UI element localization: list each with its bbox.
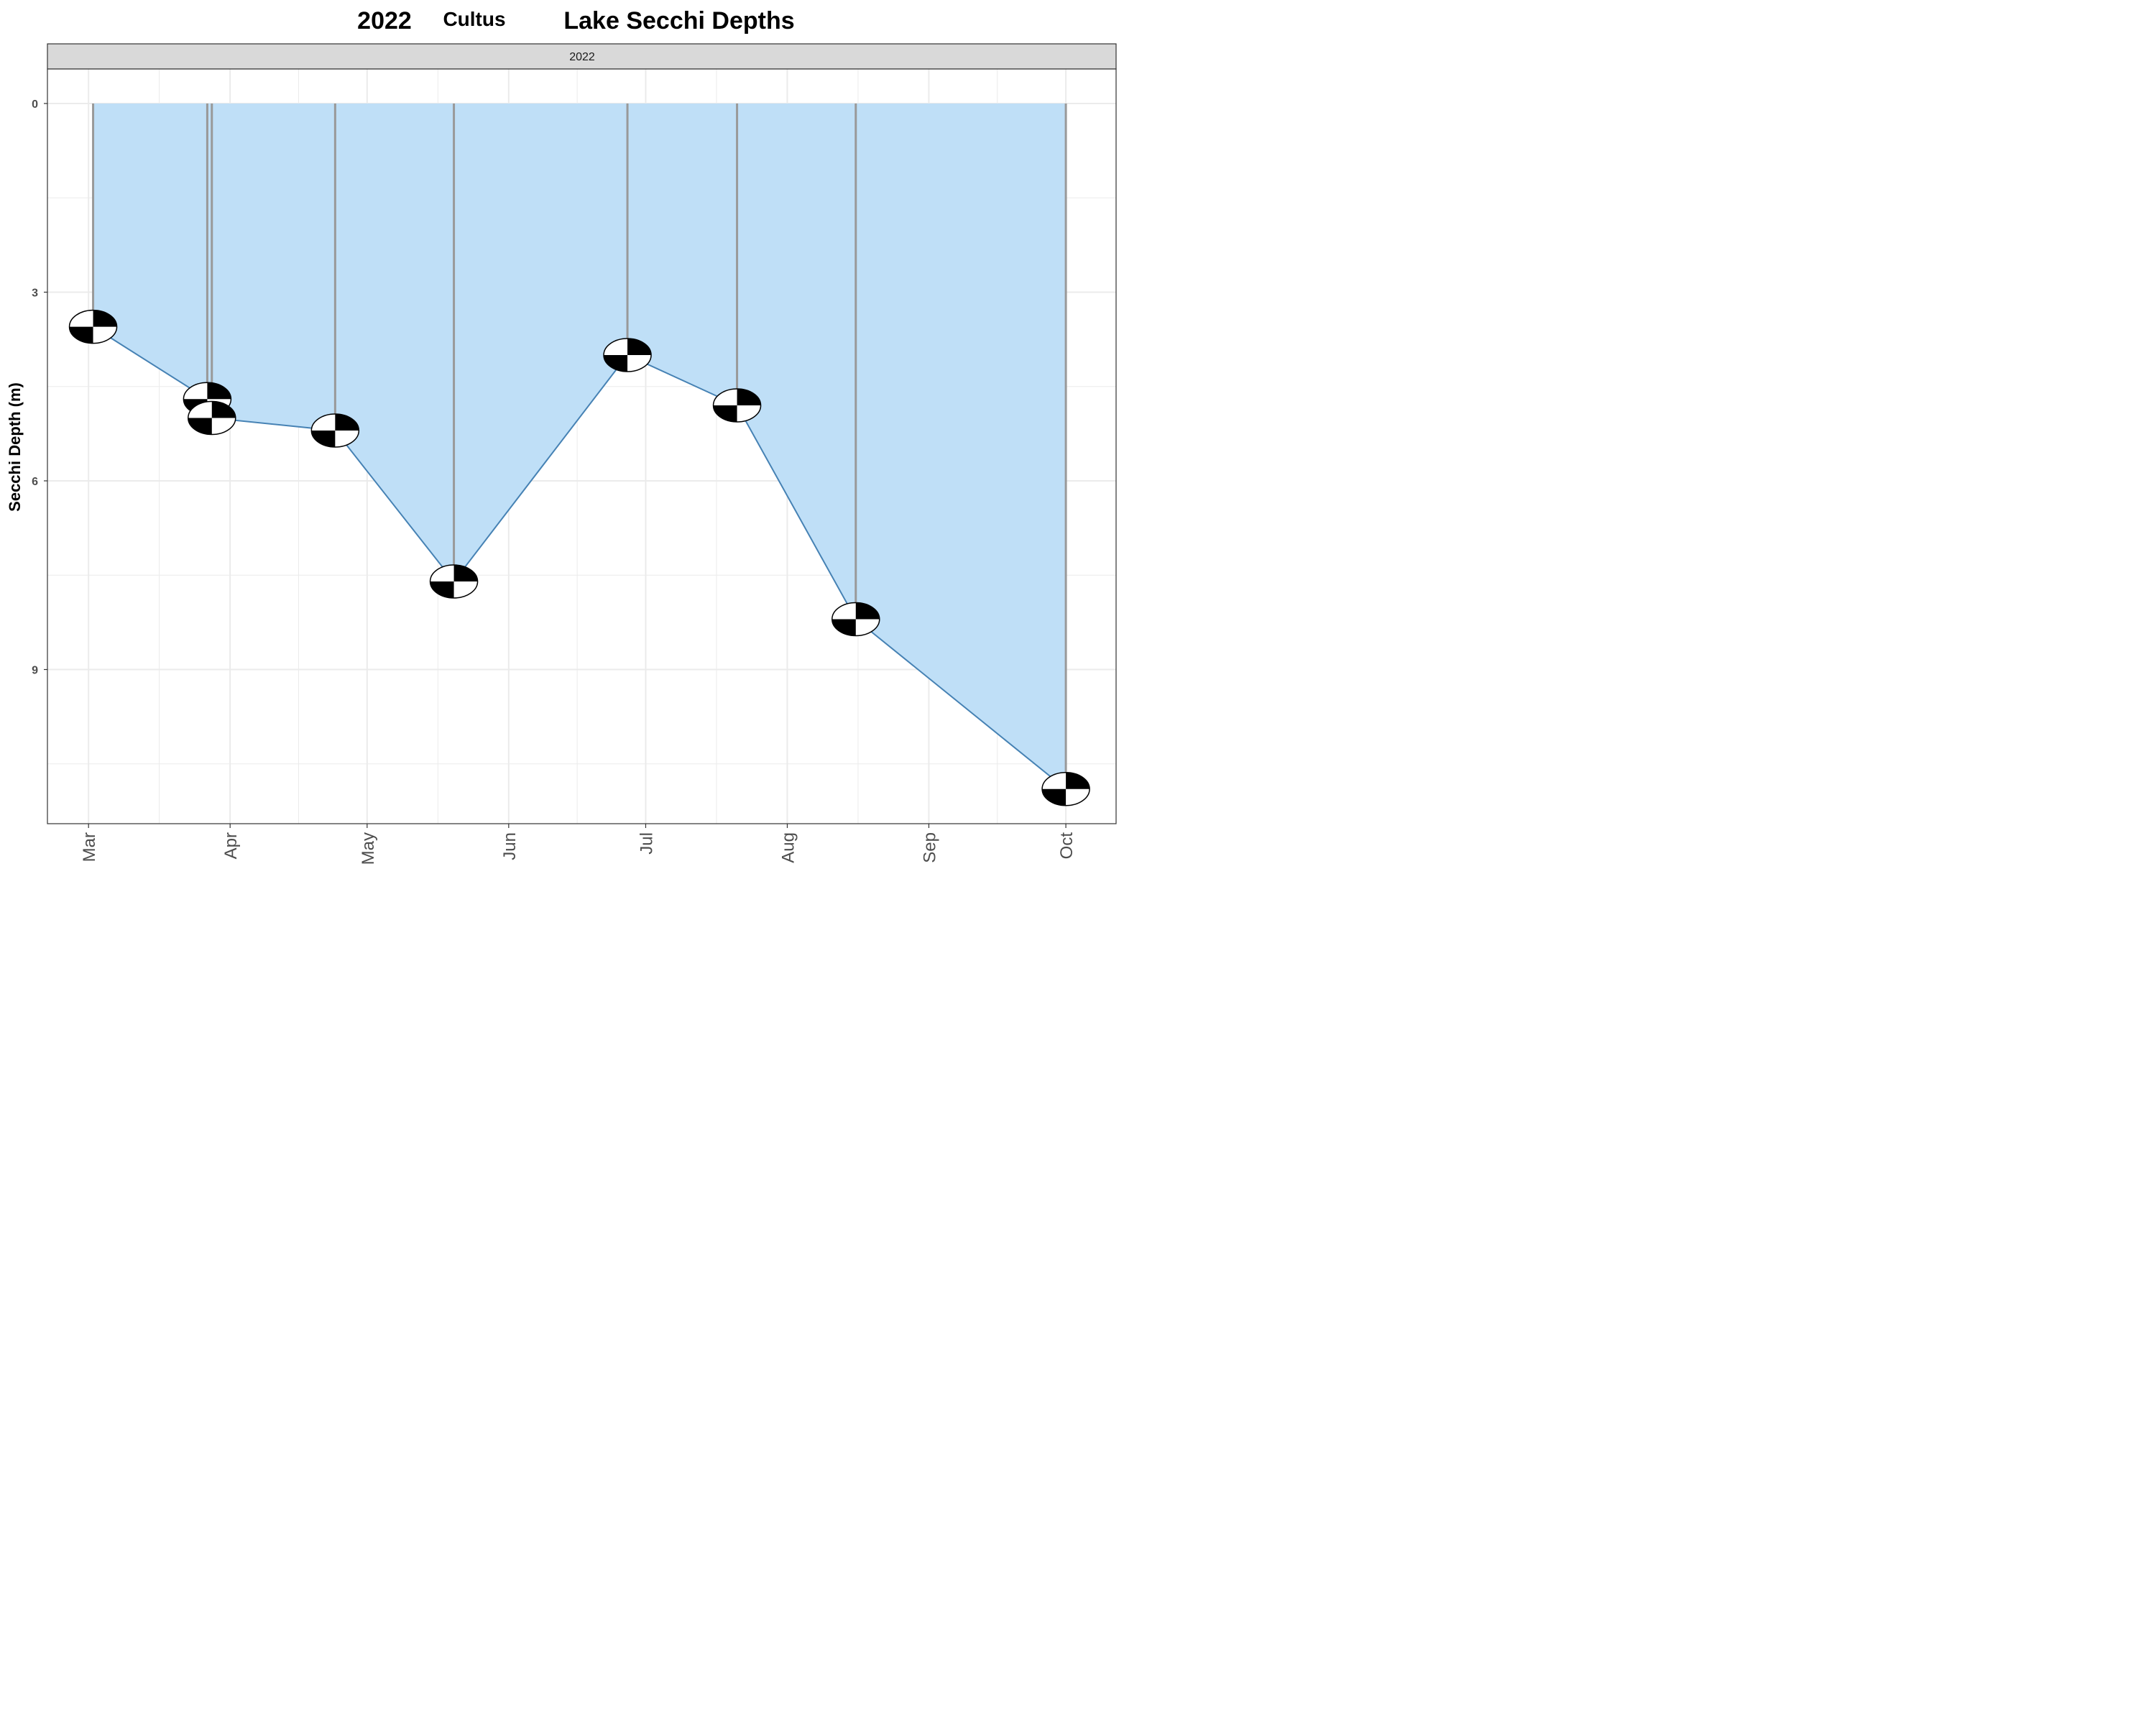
y-axis-label: Secchi Depth (m) xyxy=(6,382,24,512)
y-tick-label: 0 xyxy=(32,98,38,111)
y-axis: 0 3 6 9 xyxy=(32,98,47,677)
x-tick-label: Aug xyxy=(778,832,798,863)
secchi-disk-quadrant xyxy=(713,405,737,422)
secchi-disk-quadrant xyxy=(604,355,628,372)
secchi-disk-quadrant xyxy=(855,602,880,620)
y-tick-label: 9 xyxy=(32,665,38,677)
x-tick-label: Apr xyxy=(221,832,241,859)
secchi-disk-quadrant xyxy=(737,389,761,405)
secchi-disk-quadrant xyxy=(831,619,856,636)
x-tick-label: Mar xyxy=(80,832,99,862)
secchi-disk-quadrant xyxy=(335,414,359,431)
title-rest: Lake Secchi Depths xyxy=(563,7,794,34)
secchi-disk-quadrant xyxy=(1066,772,1090,789)
secchi-disk-quadrant xyxy=(93,310,117,327)
x-tick-label: Sep xyxy=(920,832,939,863)
facet-strip xyxy=(47,43,1117,70)
secchi-disk-quadrant xyxy=(1042,788,1067,806)
secchi-disk-marker xyxy=(188,400,236,436)
y-tick-label: 3 xyxy=(32,288,38,300)
depth-area-fill xyxy=(93,104,1067,789)
secchi-disk-marker xyxy=(1041,772,1090,806)
secchi-disk-marker xyxy=(429,564,479,599)
secchi-disk-outline xyxy=(68,309,118,344)
secchi-disk-outline xyxy=(603,338,652,372)
secchi-disk-outline xyxy=(310,413,360,448)
secchi-disk-outline xyxy=(429,564,479,599)
x-axis: Mar Apr May Jun Jul Aug Sep Oct xyxy=(80,824,1077,865)
secchi-disk-quadrant xyxy=(188,418,212,435)
secchi-disk-marker xyxy=(831,602,880,637)
secchi-disk-quadrant xyxy=(211,401,236,418)
secchi-disk-quadrant xyxy=(430,581,454,598)
secchi-ropes xyxy=(92,104,1067,789)
secchi-disk-quadrant xyxy=(627,339,652,355)
secchi-disk-quadrant xyxy=(69,326,93,344)
secchi-disk-marker xyxy=(310,413,360,448)
secchi-disk-marker xyxy=(712,388,762,423)
x-tick-label: Jun xyxy=(500,832,520,860)
x-tick-label: May xyxy=(359,832,378,865)
x-tick-label: Jul xyxy=(637,832,656,855)
title-year: 2022 xyxy=(357,7,412,34)
secchi-disks xyxy=(68,309,1090,806)
secchi-disk-outline xyxy=(831,602,880,637)
secchi-disk-quadrant xyxy=(311,431,336,447)
title-lake-name: Cultus xyxy=(443,8,505,30)
secchi-disk-outline xyxy=(1041,772,1090,806)
plot-panel-border xyxy=(47,68,1117,824)
secchi-disk-marker xyxy=(603,338,652,372)
y-tick-label: 6 xyxy=(32,476,38,488)
secchi-disk-marker xyxy=(68,309,118,344)
secchi-disk-outline xyxy=(188,400,236,436)
x-tick-label: Oct xyxy=(1057,832,1077,860)
secchi-disk-quadrant xyxy=(453,565,478,581)
facet-strip-label: 2022 xyxy=(569,51,595,63)
secchi-depth-chart: 2022 Cultus Lake Secchi Depths 2022 0 3 6 9… xyxy=(6,7,1117,865)
secchi-disk-outline xyxy=(712,388,762,423)
secchi-disk-quadrant xyxy=(207,382,231,400)
